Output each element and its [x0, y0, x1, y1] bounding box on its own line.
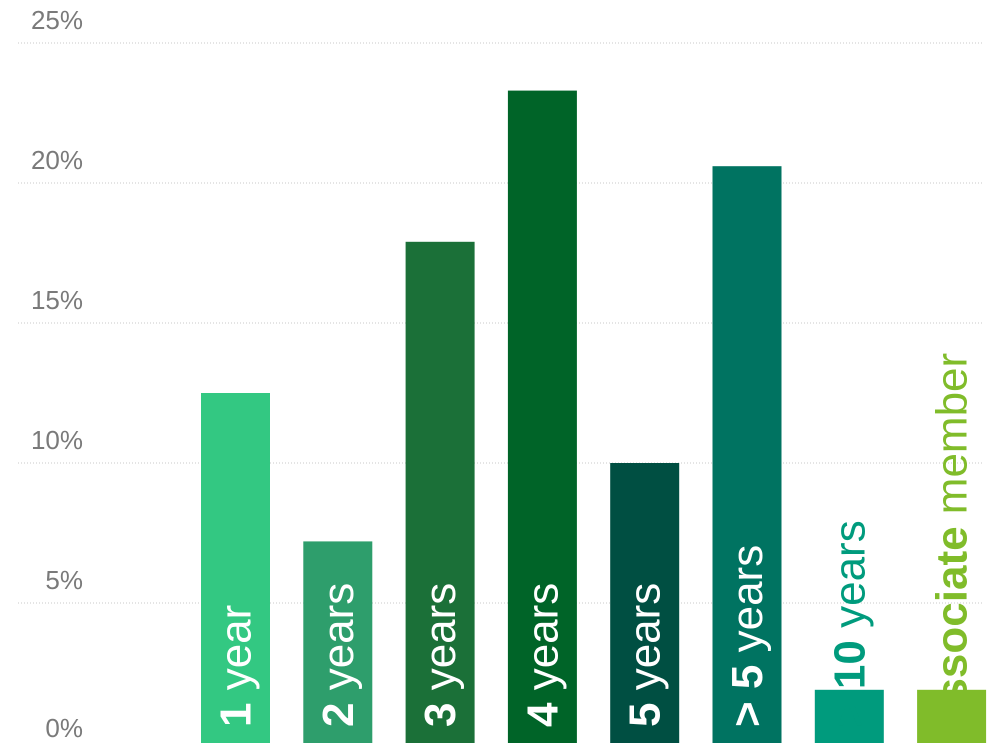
y-tick-label: 15%	[31, 285, 83, 315]
bar-label-unit: year	[212, 605, 261, 703]
bar-label-unit: years	[723, 545, 772, 665]
bar-label: 2 years	[314, 583, 363, 727]
bar-label: > 5 years	[723, 545, 772, 727]
y-tick-label: 0%	[45, 713, 83, 743]
bar	[610, 463, 680, 743]
bar	[814, 689, 884, 743]
bar-label-number: 2	[314, 703, 363, 727]
bar-label-unit: years	[314, 583, 363, 703]
bar-label-unit: years	[825, 520, 874, 640]
bar-label-number: 3	[416, 703, 465, 727]
bar-label-unit: years	[621, 583, 670, 703]
bar-label: 4 years	[518, 583, 567, 727]
bar-label-unit: years	[416, 583, 465, 703]
bar-label-number: associate	[928, 526, 977, 727]
bar-label-number: 4	[518, 702, 567, 727]
bar-label-unit: member	[928, 353, 977, 527]
bar-label-number: > 5	[723, 665, 772, 727]
bar-label: > 10 years	[825, 520, 874, 727]
bars	[201, 90, 987, 744]
bar-label-number: 5	[621, 703, 670, 727]
bar-label: associate member	[928, 353, 977, 727]
bar-label: 1 year	[212, 605, 261, 727]
gridlines	[18, 42, 982, 604]
bar	[712, 166, 782, 743]
bar	[201, 393, 270, 743]
bar-label-number: > 10	[825, 640, 874, 727]
bar-label: 5 years	[621, 583, 670, 727]
y-axis-tick-labels: 0% 5% 10% 15% 20% 25%	[31, 5, 83, 743]
bar	[917, 689, 987, 743]
y-tick-label: 25%	[31, 5, 83, 35]
y-tick-label: 20%	[31, 145, 83, 175]
y-tick-label: 10%	[31, 425, 83, 455]
bar	[507, 90, 577, 744]
bar-label-unit: years	[518, 583, 567, 703]
bar	[303, 541, 373, 743]
bar-label-number: 1	[212, 703, 261, 727]
y-tick-label: 5%	[45, 565, 83, 595]
bar-label: 3 years	[416, 583, 465, 727]
bar	[405, 241, 475, 744]
